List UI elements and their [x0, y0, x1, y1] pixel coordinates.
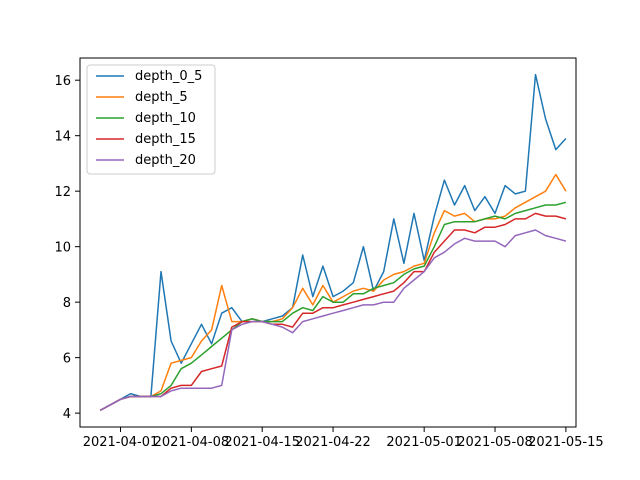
x-tick-label: 2021-05-15 [528, 435, 604, 450]
legend-label-depth-0-5: depth_0_5 [135, 69, 202, 84]
x-tick-label: 2021-04-22 [295, 435, 371, 450]
legend-label-depth-20: depth_20 [135, 153, 196, 168]
y-tick-label: 8 [63, 296, 71, 311]
y-tick-label: 12 [54, 185, 71, 200]
legend: depth_0_5 depth_5 depth_10 depth_15 dept… [86, 64, 216, 175]
y-tick-label: 10 [54, 241, 71, 256]
x-tick-label: 2021-05-01 [386, 435, 462, 450]
legend-entry-depth-5: depth_5 [96, 90, 188, 105]
y-axis: 4 6 8 10 12 14 16 [54, 74, 80, 422]
x-tick-label: 2021-04-15 [224, 435, 300, 450]
series-line-depth-20 [99, 229, 567, 412]
legend-label-depth-15: depth_15 [135, 132, 196, 147]
legend-entry-depth-20: depth_20 [96, 153, 196, 168]
y-tick-label: 4 [63, 407, 71, 422]
series-line-depth-0-5 [99, 73, 567, 412]
legend-box [86, 64, 216, 175]
series-line-depth-10 [99, 201, 567, 412]
legend-entry-depth-15: depth_15 [96, 132, 196, 147]
series-line-depth-15 [99, 212, 567, 412]
legend-label-depth-5: depth_5 [135, 90, 188, 105]
x-tick-label: 2021-05-08 [457, 435, 533, 450]
x-tick-label: 2021-04-01 [83, 435, 159, 450]
series-layer [99, 73, 567, 412]
legend-entry-depth-10: depth_10 [96, 111, 196, 126]
y-tick-label: 6 [63, 352, 71, 367]
plot-frame [79, 57, 577, 428]
legend-label-depth-10: depth_10 [135, 111, 196, 126]
x-tick-label: 2021-04-08 [154, 435, 230, 450]
legend-entry-depth-0-5: depth_0_5 [96, 69, 202, 84]
x-axis: 2021-04-012021-04-082021-04-152021-04-22… [83, 427, 604, 450]
y-tick-label: 14 [54, 130, 71, 145]
y-tick-label: 16 [54, 74, 71, 89]
